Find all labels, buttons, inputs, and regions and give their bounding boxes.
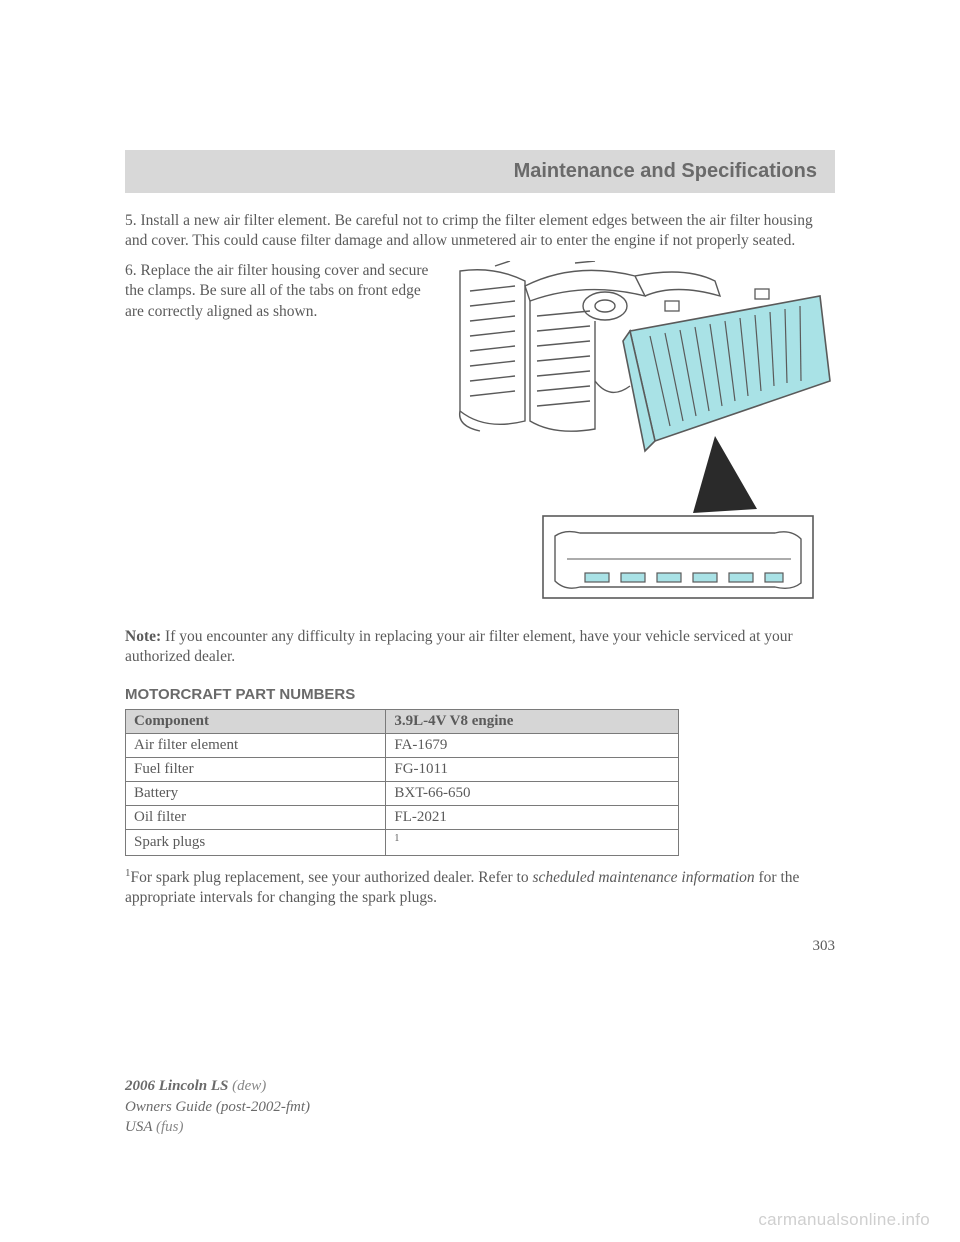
footnote-italic: scheduled maintenance information — [533, 869, 755, 886]
step-6-text: 6. Replace the air filter housing cover … — [125, 261, 437, 321]
table-row: Air filter element FA-1679 — [126, 733, 679, 757]
table-row: Oil filter FL-2021 — [126, 805, 679, 829]
footnote-before: For spark plug replacement, see your aut… — [131, 869, 533, 886]
parts-table: Component 3.9L-4V V8 engine Air filter e… — [125, 709, 679, 856]
callout-arrow-icon — [693, 436, 757, 513]
table-row: Battery BXT-66-650 — [126, 781, 679, 805]
note-body: If you encounter any difficulty in repla… — [125, 628, 793, 665]
table-row: Spark plugs 1 — [126, 829, 679, 855]
step-5-text: 5. Install a new air filter element. Be … — [125, 211, 835, 251]
table-row: Fuel filter FG-1011 — [126, 757, 679, 781]
col-engine: 3.9L-4V V8 engine — [386, 709, 678, 733]
parts-section-title: MOTORCRAFT PART NUMBERS — [125, 686, 835, 703]
section-header: Maintenance and Specifications — [125, 150, 835, 193]
spark-footnote-ref: 1 — [394, 833, 399, 844]
footnote: 1For spark plug replacement, see your au… — [125, 866, 835, 908]
note-text: Note: If you encounter any difficulty in… — [125, 627, 835, 667]
footer-region: USA — [125, 1119, 152, 1135]
step-6-row: 6. Replace the air filter housing cover … — [125, 261, 835, 611]
page-number: 303 — [125, 938, 835, 955]
col-component: Component — [126, 709, 386, 733]
footer-region-code: (fus) — [152, 1119, 183, 1135]
table-header-row: Component 3.9L-4V V8 engine — [126, 709, 679, 733]
footer-vehicle: 2006 Lincoln LS — [125, 1078, 228, 1094]
air-filter-diagram — [455, 261, 835, 611]
doc-footer: 2006 Lincoln LS (dew) Owners Guide (post… — [125, 1076, 310, 1137]
section-title: Maintenance and Specifications — [514, 160, 817, 182]
footer-vehicle-code: (dew) — [228, 1078, 266, 1094]
footer-guide: Owners Guide (post-2002-fmt) — [125, 1097, 310, 1117]
watermark: carmanualsonline.info — [758, 1210, 930, 1230]
note-label: Note: — [125, 628, 161, 645]
